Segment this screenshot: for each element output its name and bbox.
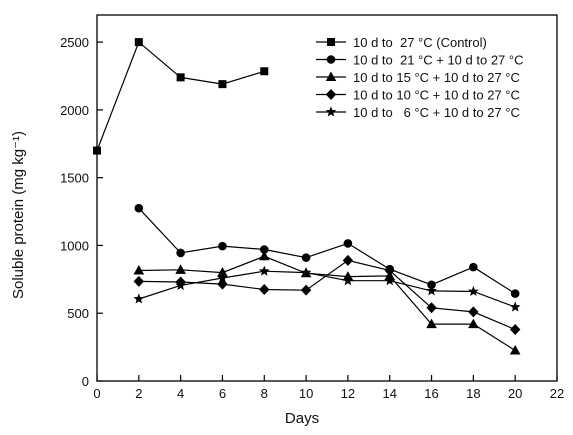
diamond-marker: [259, 284, 270, 295]
circle-marker: [176, 248, 185, 258]
x-tick-label: 10: [299, 386, 313, 401]
series-line: [138, 270, 516, 308]
star-marker: [217, 272, 228, 283]
legend-triangle-marker: [325, 71, 337, 81]
circle-marker: [510, 289, 520, 298]
series-line: [96, 41, 265, 151]
series-group: [93, 38, 521, 355]
series-1: [93, 38, 269, 155]
triangle-marker: [468, 318, 479, 329]
diamond-marker: [300, 284, 312, 296]
star-marker: [175, 279, 186, 290]
diamond-marker: [384, 265, 395, 277]
y-tick-label: 0: [82, 374, 89, 389]
legend-label: 10 d to 27 °C (Control): [353, 35, 487, 50]
x-tick-label: 2: [135, 386, 142, 401]
x-tick-label: 6: [219, 386, 226, 401]
triangle-marker: [133, 265, 145, 275]
x-tick-label: 8: [261, 386, 268, 401]
y-tick-label: 1000: [60, 238, 89, 253]
diamond-marker: [133, 275, 145, 287]
series-line: [138, 259, 516, 331]
square-marker: [218, 80, 227, 89]
legend: 10 d to 27 °C (Control) 10 d to 21 °C + 1…: [316, 35, 523, 120]
diamond-marker: [468, 306, 479, 318]
circle-marker: [427, 280, 436, 290]
x-axis-label: Days: [285, 410, 319, 427]
triangle-marker: [426, 318, 437, 329]
circle-marker: [343, 239, 353, 248]
x-tick-label: 14: [382, 386, 396, 401]
legend-square-marker: [327, 38, 335, 46]
x-tick-label: 18: [466, 386, 480, 401]
legend-label: 10 d to 6 °C + 10 d to 27 °C: [353, 105, 520, 120]
star-marker: [258, 265, 270, 276]
triangle-marker: [509, 345, 521, 355]
circle-marker: [469, 262, 478, 272]
star-marker: [426, 285, 437, 296]
circle-marker: [259, 245, 269, 254]
series-5: [133, 265, 521, 312]
legend-diamond-marker: [325, 89, 337, 100]
circle-marker: [301, 253, 311, 262]
square-marker: [176, 73, 185, 82]
legend-item: 10 d to 21 °C + 10 d to 27 °C: [316, 53, 523, 68]
square-marker: [93, 146, 101, 155]
legend-star-marker: [325, 106, 337, 117]
diamond-marker: [426, 302, 437, 314]
series-2: [134, 203, 520, 298]
legend-item: 10 d to 15 °C + 10 d to 27 °C: [316, 70, 520, 85]
star-marker: [342, 275, 354, 286]
star-marker: [468, 285, 479, 297]
x-tick-label: 20: [508, 386, 522, 401]
star-marker: [300, 266, 312, 278]
plot-frame: [96, 14, 558, 382]
triangle-marker: [258, 250, 270, 261]
star-marker: [509, 301, 521, 312]
square-marker: [134, 38, 143, 47]
triangle-marker: [217, 267, 228, 277]
y-tick-label: 1500: [60, 171, 89, 186]
x-tick-label: 22: [550, 386, 564, 401]
legend-label: 10 d to 21 °C + 10 d to 27 °C: [353, 53, 523, 68]
x-tick-label: 4: [177, 386, 184, 401]
circle-marker: [134, 203, 144, 213]
square-marker: [260, 67, 269, 76]
star-marker: [384, 275, 396, 286]
y-tick-label: 500: [67, 306, 89, 321]
y-axis-label: Soluble protein (mg kg⁻¹): [10, 131, 27, 299]
axes: 0 2 4 6 8 10 12 14 16 18 20 22 0 500 1000 1500 2000 2500: [60, 14, 564, 401]
diamond-marker: [509, 323, 521, 335]
triangle-marker: [175, 264, 186, 274]
x-tick-label: 0: [93, 386, 100, 401]
legend-item: 10 d to 27 °C (Control): [316, 35, 487, 50]
legend-circle-marker: [326, 55, 336, 64]
series-line: [138, 207, 516, 295]
y-tick-label: 2000: [60, 103, 89, 118]
legend-label: 10 d to 10 °C + 10 d to 27 °C: [353, 88, 520, 103]
legend-item: 10 d to 10 °C + 10 d to 27 °C: [316, 88, 520, 103]
diamond-marker: [342, 254, 354, 266]
x-tick-label: 12: [341, 386, 355, 401]
star-marker: [133, 293, 145, 304]
series-3: [133, 250, 521, 355]
legend-item: 10 d to 6 °C + 10 d to 27 °C: [316, 105, 520, 120]
x-tick-label: 16: [424, 386, 438, 401]
series-line: [138, 255, 516, 352]
circle-marker: [218, 241, 227, 251]
y-tick-label: 2500: [60, 35, 89, 50]
legend-label: 10 d to 15 °C + 10 d to 27 °C: [353, 70, 520, 85]
series-4: [133, 254, 521, 335]
